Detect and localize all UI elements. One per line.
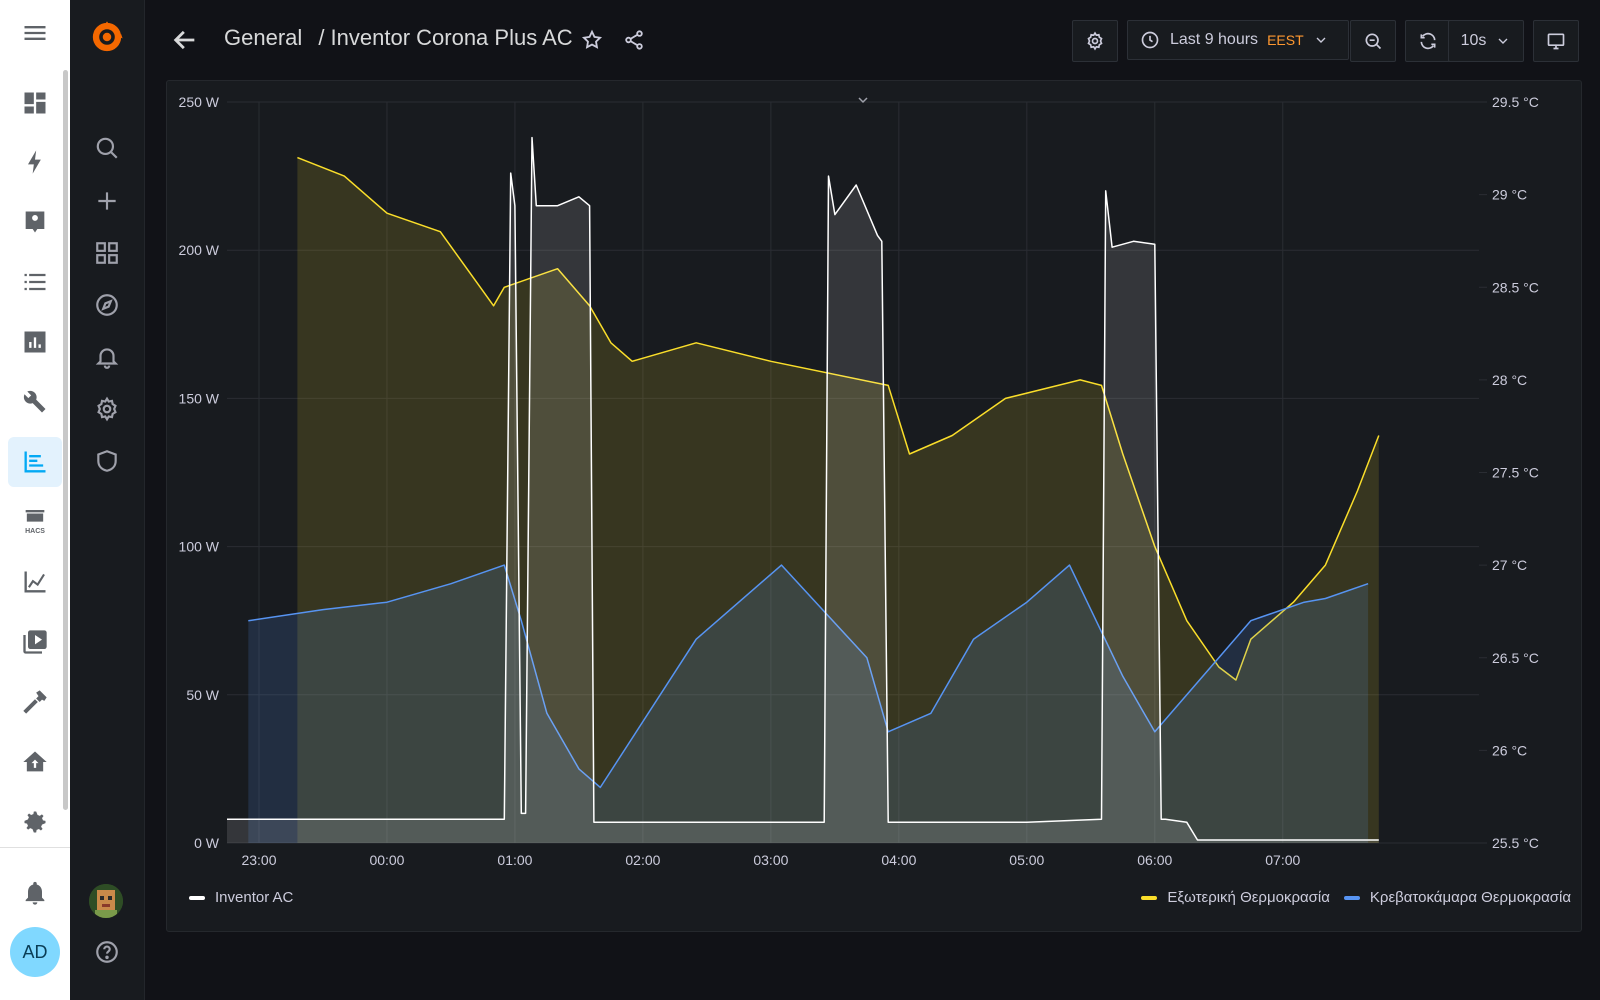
bell-icon[interactable] — [8, 868, 62, 918]
wrench-icon[interactable] — [8, 377, 62, 427]
monitor-icon — [1547, 33, 1565, 50]
legend-item-bedroom-temp[interactable]: Κρεβατοκάμαρα Θερμοκρασία — [1369, 889, 1571, 906]
star-button[interactable] — [572, 20, 612, 60]
x-tick-label: 23:00 — [241, 852, 276, 868]
panel-collapse-chevron-icon — [858, 97, 868, 104]
dashboards-icon[interactable] — [88, 234, 126, 272]
legend-left: Inventor AC — [189, 889, 293, 906]
legend-swatch-bedroom — [1343, 895, 1360, 900]
ha-sidebar: HACS AD — [0, 0, 71, 1000]
y-right-tick-label: 25.5 °C — [1492, 835, 1539, 851]
y-right-tick-label: 27.5 °C — [1492, 465, 1539, 481]
chevron-down-icon — [1316, 37, 1326, 43]
dashboard-icon[interactable] — [8, 78, 62, 128]
back-button[interactable] — [169, 24, 201, 56]
compass-icon[interactable] — [88, 286, 126, 324]
tv-mode-button[interactable] — [1533, 20, 1579, 62]
series-line — [248, 564, 1369, 789]
bell-icon[interactable] — [88, 338, 126, 376]
menu-icon[interactable] — [8, 8, 62, 58]
x-tick-label: 03:00 — [753, 852, 788, 868]
sidebar-divider — [0, 847, 70, 848]
refresh-interval-label: 10s — [1460, 32, 1487, 49]
breadcrumb-separator: / — [318, 25, 325, 50]
y-left-tick-label: 100 W — [179, 539, 220, 555]
legend-item-outdoor-temp[interactable]: Εξωτερική Θερμοκρασία — [1167, 889, 1330, 906]
y-left-tick-label: 200 W — [179, 242, 220, 258]
y-left-tick-label: 50 W — [186, 687, 219, 703]
y-right-tick-label: 26 °C — [1492, 742, 1527, 758]
series-line — [297, 156, 1380, 681]
gear-icon[interactable] — [8, 797, 62, 847]
x-tick-label: 02:00 — [625, 852, 660, 868]
dashboard-settings-button[interactable] — [1072, 20, 1118, 62]
x-tick-label: 06:00 — [1137, 852, 1172, 868]
x-tick-label: 01:00 — [497, 852, 532, 868]
shield-icon[interactable] — [88, 442, 126, 480]
home-share-icon[interactable] — [8, 737, 62, 787]
media-icon[interactable] — [8, 617, 62, 667]
hammer-icon[interactable] — [8, 677, 62, 727]
grafana-sidemenu — [70, 0, 145, 1000]
hacs-label: HACS — [25, 528, 45, 535]
list-icon[interactable] — [8, 257, 62, 307]
y-right-tick-label: 28.5 °C — [1492, 279, 1539, 295]
y-right-tick-label: 29.5 °C — [1492, 94, 1539, 110]
y-left-tick-label: 150 W — [179, 390, 220, 406]
energy-icon[interactable] — [8, 137, 62, 187]
share-button[interactable] — [614, 20, 654, 60]
help-icon[interactable] — [88, 933, 126, 971]
y-right-tick-label: 26.5 °C — [1492, 650, 1539, 666]
timeseries-chart[interactable]: 0 W 50 W 100 W 150 W 200 W 250 W 25.5 °C 26 °C 2… — [167, 81, 1581, 931]
person-badge-icon[interactable] — [8, 197, 62, 247]
chart-bar-icon[interactable] — [8, 317, 62, 367]
timeseries-panel: 0 W 50 W 100 W 150 W 200 W 250 W 25.5 °C 26 °C 2… — [166, 80, 1582, 932]
legend-right: Εξωτερική Θερμοκρασία Κρεβατοκάμαρα Θερμ… — [1141, 889, 1571, 906]
refresh-button[interactable] — [1405, 20, 1451, 62]
sidebar-scrollbar[interactable] — [63, 70, 68, 810]
clock-icon — [1141, 31, 1159, 49]
user-avatar[interactable] — [89, 884, 123, 918]
x-tick-label: 05:00 — [1009, 852, 1044, 868]
hacs-icon[interactable]: HACS — [8, 497, 62, 547]
x-tick-label: 07:00 — [1265, 852, 1300, 868]
series-area — [227, 137, 1379, 844]
line-chart-icon[interactable] — [8, 557, 62, 607]
y-right-tick-label: 27 °C — [1492, 557, 1527, 573]
avatar[interactable]: AD — [10, 927, 60, 977]
search-icon[interactable] — [88, 129, 126, 167]
dashboard-topnav: General / Inventor Corona Plus AC Last 9 … — [144, 0, 1600, 80]
x-tick-label: 00:00 — [369, 852, 404, 868]
x-tick-label: 04:00 — [881, 852, 916, 868]
plus-icon[interactable] — [88, 182, 126, 220]
dashboard-title[interactable]: Inventor Corona Plus AC — [330, 25, 573, 50]
time-range-label: Last 9 hours — [1170, 31, 1259, 48]
refresh-interval-picker[interactable]: 10s — [1448, 20, 1524, 62]
grafana-chart-icon[interactable] — [8, 437, 62, 487]
timezone-label: EEST — [1267, 32, 1304, 48]
zoom-out-button[interactable] — [1350, 20, 1396, 62]
series-area — [297, 157, 1379, 844]
legend-swatch-outdoor — [1141, 895, 1158, 900]
y-right-tick-label: 28 °C — [1492, 372, 1527, 388]
breadcrumb-folder[interactable]: General — [224, 25, 303, 50]
series-line — [227, 136, 1379, 841]
legend-swatch-power — [189, 895, 205, 900]
series-area — [248, 565, 1369, 843]
gear-icon[interactable] — [88, 390, 126, 428]
time-range-picker[interactable]: Last 9 hours EEST — [1127, 20, 1349, 60]
legend-item-inventor-ac[interactable]: Inventor AC — [215, 889, 294, 906]
breadcrumb: General / Inventor Corona Plus AC — [224, 25, 573, 51]
y-left-tick-label: 250 W — [179, 94, 220, 110]
grafana-logo-icon[interactable] — [88, 18, 126, 56]
y-left-tick-label: 0 W — [194, 835, 220, 851]
chevron-down-icon — [1498, 38, 1508, 44]
y-right-tick-label: 29 °C — [1492, 187, 1527, 203]
